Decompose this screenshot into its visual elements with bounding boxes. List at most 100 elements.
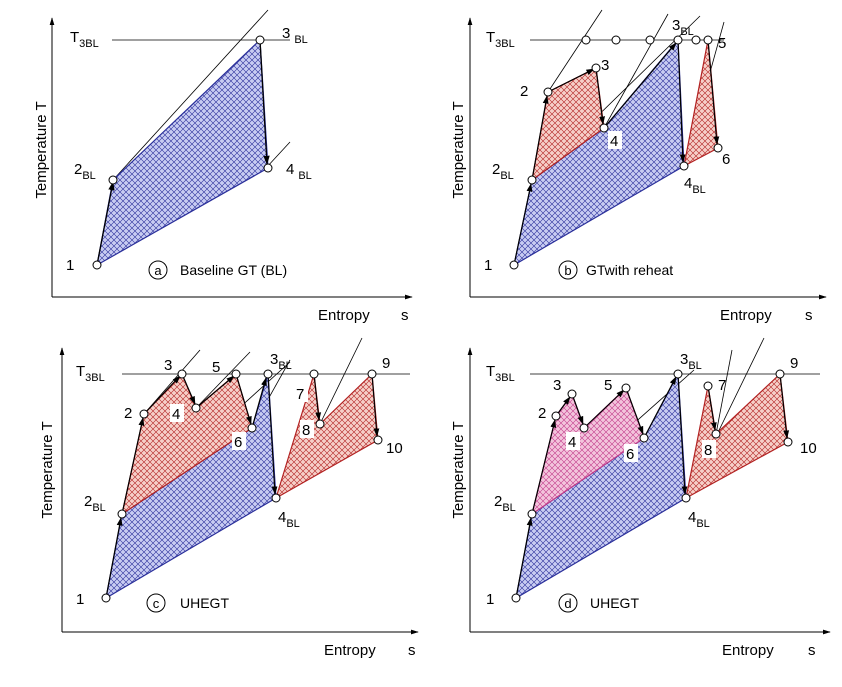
state-point: [271, 493, 281, 503]
x-axis-label: Entropy: [324, 642, 376, 659]
state-label: 1: [486, 591, 494, 608]
isobar: [715, 349, 733, 435]
state-point: [543, 87, 553, 97]
x-axis-symbol: s: [808, 642, 816, 659]
panel-letter: d: [564, 596, 571, 611]
state-point: [309, 369, 319, 379]
label-backdrop: [300, 420, 314, 438]
state-label: 4BL: [684, 175, 706, 196]
state-label: 1: [66, 257, 74, 274]
state-label: 7: [718, 377, 726, 394]
process-arrow: [181, 373, 196, 405]
process-arrow: [235, 373, 252, 425]
state-point: [703, 35, 713, 45]
state-point: [673, 35, 683, 45]
state-label: 10: [800, 440, 817, 457]
state-label: 3: [601, 57, 609, 74]
process-arrow: [143, 375, 181, 415]
state-label: 7: [296, 386, 304, 403]
state-point: [315, 419, 325, 429]
process-arrow: [105, 517, 123, 599]
label-backdrop: [232, 432, 246, 450]
x-axis-label: Entropy: [720, 307, 772, 324]
state-point: [263, 163, 273, 173]
state-point: [621, 383, 631, 393]
state-label: 5: [212, 359, 220, 376]
reheat-area: [274, 372, 379, 500]
process-arrow: [625, 387, 644, 435]
process-arrow: [707, 39, 720, 145]
state-point: [373, 435, 383, 445]
state-label: 2BL: [494, 493, 516, 514]
state-label: 2: [538, 405, 546, 422]
state-label: 4: [172, 406, 180, 423]
state-point: [567, 389, 577, 399]
t3bl-label: T3BL: [70, 29, 99, 50]
process-arrow: [779, 373, 790, 439]
state-point: [591, 63, 601, 73]
panel-caption: UHEGT: [180, 595, 229, 611]
expansion-arrow: [259, 39, 270, 165]
x-axis-symbol: s: [401, 307, 409, 324]
state-label: 10: [386, 440, 403, 457]
label-backdrop: [170, 404, 184, 422]
state-point: [599, 123, 609, 133]
state-label: 3BL: [270, 351, 292, 372]
panel-b: Temperature T Entropy s T3BL 1 2BL: [450, 9, 827, 324]
state-point: [511, 593, 521, 603]
process-arrow: [643, 376, 677, 439]
state-label: 3: [164, 357, 172, 374]
isobar: [195, 351, 251, 409]
state-label: 5: [718, 35, 726, 52]
process-arrow: [531, 95, 549, 181]
state-point: [247, 423, 257, 433]
state-label: 6: [722, 151, 730, 168]
state-point: [775, 369, 785, 379]
reheat-area: [685, 372, 789, 500]
y-axis-label: Temperature T: [39, 421, 56, 518]
label-backdrop: [566, 432, 580, 450]
state-label: 3BL: [672, 17, 694, 38]
state-point: [191, 403, 201, 413]
process-arrow: [313, 373, 322, 421]
state-label: 2BL: [74, 161, 96, 182]
t3bl-label: T3BL: [76, 363, 105, 384]
panel-letter: b: [564, 263, 571, 278]
state-label: 1: [76, 591, 84, 608]
state-point: [527, 175, 537, 185]
process-arrow: [267, 373, 278, 495]
state-label: 6: [626, 446, 634, 463]
process-arrow: [707, 385, 717, 431]
process-arrow: [547, 68, 595, 93]
state-label: 4BL: [688, 509, 710, 530]
process-arrow: [515, 517, 533, 599]
panel-letter: a: [154, 263, 162, 278]
state-point: [255, 35, 265, 45]
process-arrow: [603, 42, 677, 129]
process-arrow: [371, 373, 380, 437]
isobar: [547, 9, 603, 93]
isobar-low: [265, 141, 291, 169]
state-label: 3: [553, 377, 561, 394]
state-point: [177, 369, 187, 379]
state-label: 4: [610, 133, 618, 150]
panel-a: Temperature T Entropy s T3BL 1 2BL 3 BL 4…: [33, 9, 413, 324]
label-backdrop: [624, 444, 638, 462]
panel-caption: GTwith reheat: [586, 262, 673, 278]
state-label: 2BL: [84, 493, 106, 514]
x-axis-label: Entropy: [318, 307, 370, 324]
state-point: [645, 35, 655, 45]
state-label: 8: [302, 422, 310, 439]
state-point: [117, 509, 127, 519]
state-point: [108, 175, 118, 185]
process-arrow: [531, 419, 557, 515]
state-label: 2: [520, 83, 528, 100]
state-label: 3BL: [680, 351, 702, 372]
state-label: 9: [790, 355, 798, 372]
process-arrow: [195, 375, 235, 409]
state-point: [92, 260, 102, 270]
panel-letter-circle: [146, 593, 166, 613]
process-arrow: [677, 39, 686, 163]
